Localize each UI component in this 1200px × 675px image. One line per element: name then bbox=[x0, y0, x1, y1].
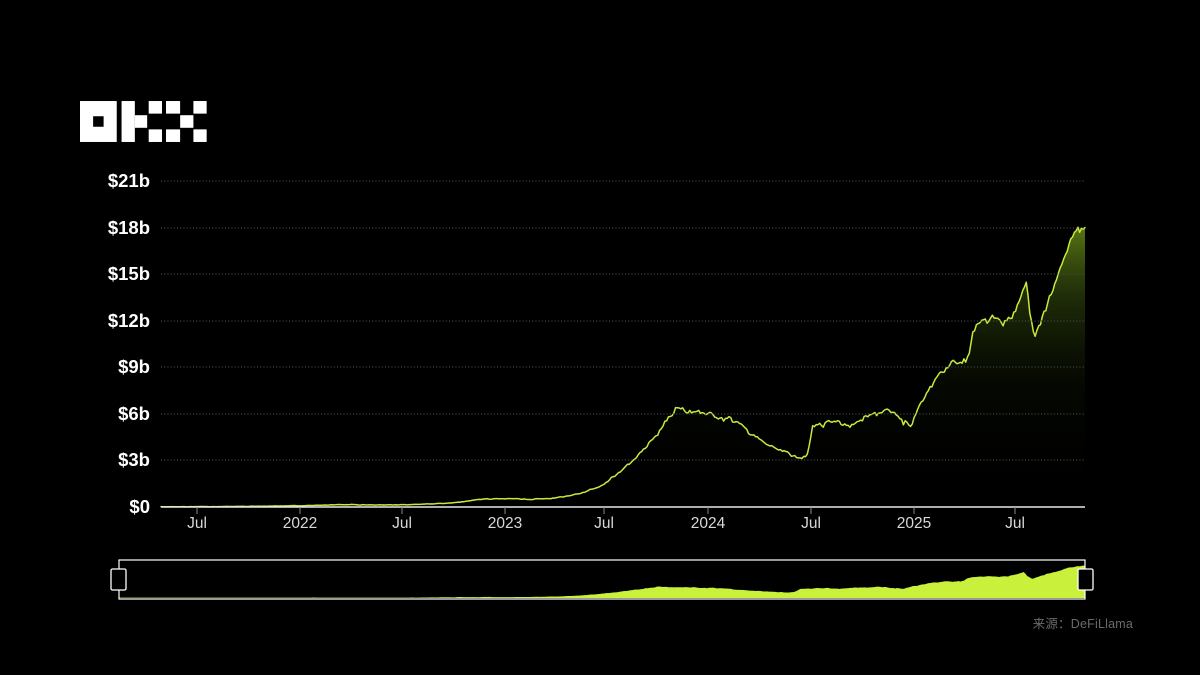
svg-text:2024: 2024 bbox=[691, 515, 726, 532]
svg-text:$0: $0 bbox=[129, 496, 150, 517]
svg-text:2023: 2023 bbox=[488, 515, 522, 532]
svg-text:$12b: $12b bbox=[108, 310, 150, 331]
svg-text:Jul: Jul bbox=[1005, 515, 1025, 532]
svg-text:$18b: $18b bbox=[108, 217, 150, 238]
svg-text:$6b: $6b bbox=[118, 403, 150, 424]
svg-text:Jul: Jul bbox=[594, 515, 614, 532]
svg-text:2025: 2025 bbox=[897, 515, 931, 532]
svg-text:$9b: $9b bbox=[118, 356, 150, 377]
svg-text:$3b: $3b bbox=[118, 449, 150, 470]
svg-text:Jul: Jul bbox=[801, 515, 821, 532]
svg-text:$21b: $21b bbox=[108, 170, 150, 191]
svg-text:Jul: Jul bbox=[187, 515, 207, 532]
svg-text:$15b: $15b bbox=[108, 263, 150, 284]
svg-text:Jul: Jul bbox=[392, 515, 412, 532]
svg-text:2022: 2022 bbox=[283, 515, 317, 532]
